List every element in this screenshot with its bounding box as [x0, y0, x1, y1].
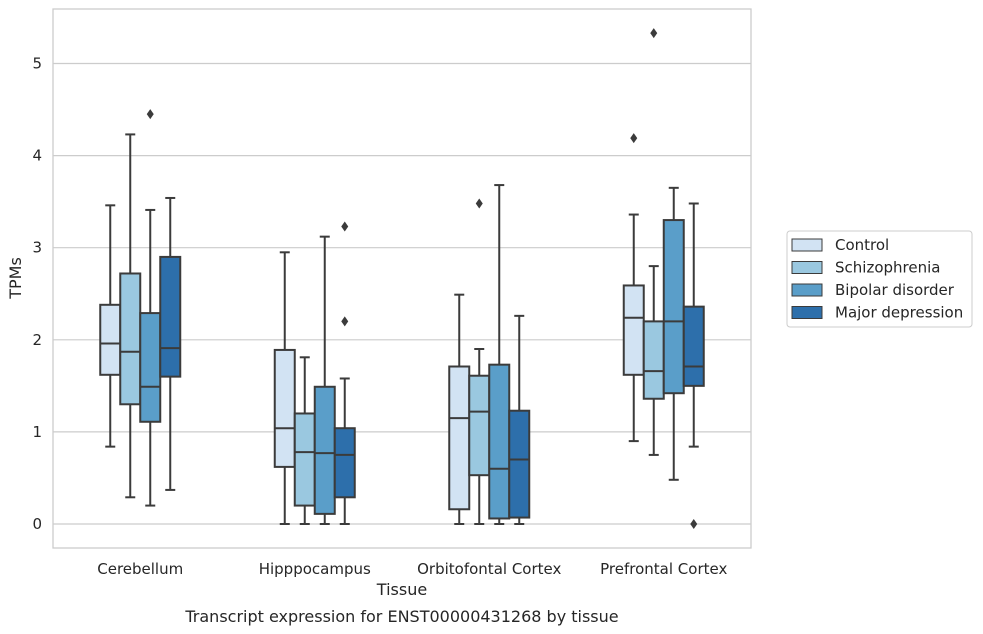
y-axis-label: TPMs: [6, 257, 25, 300]
y-tick-labels: 0 1 2 3 4 5: [32, 55, 42, 534]
x-tick-label: Cerebellum: [97, 560, 183, 578]
legend-label: Schizophrenia: [835, 259, 940, 277]
x-tick-labels: Cerebellum Hipppocampus Orbitofontal Corte…: [97, 560, 727, 578]
box-iqr: [508, 409, 531, 519]
box-control: [622, 133, 645, 443]
box-iqr: [333, 427, 356, 499]
box-iqr: [159, 255, 182, 378]
box-iqr: [293, 412, 316, 507]
outlier-point: [475, 198, 483, 209]
x-tick-label: Orbitofontal Cortex: [417, 560, 561, 578]
outlier-point: [341, 221, 349, 232]
box-control: [273, 251, 296, 525]
outlier-point: [690, 519, 698, 529]
legend-label: Major depression: [835, 304, 963, 322]
box-major-depression: [682, 202, 705, 529]
box-iqr: [662, 219, 685, 395]
outlier-point: [146, 109, 154, 120]
y-tick-label: 2: [32, 331, 42, 349]
x-axis-label: Tissue: [376, 580, 427, 599]
legend: Control Schizophrenia Bipolar disorder Majo…: [786, 230, 973, 328]
outlier-point: [630, 133, 638, 144]
outlier-point: [650, 28, 658, 39]
x-tick-label: Prefrontal Cortex: [600, 560, 727, 578]
legend-frame: [786, 230, 973, 328]
legend-swatch: [791, 283, 823, 297]
box-iqr: [682, 305, 705, 387]
box-major-depression: [159, 196, 182, 491]
box-bipolar-disorder: [313, 235, 336, 525]
y-tick-label: 3: [32, 239, 42, 257]
box-iqr: [313, 385, 336, 515]
x-tick-label: Hipppocampus: [259, 560, 371, 578]
legend-swatch: [791, 261, 823, 274]
y-tick-label: 0: [32, 515, 42, 533]
y-tick-label: 1: [32, 423, 42, 441]
legend-swatch: [791, 306, 823, 319]
box-control: [99, 204, 122, 448]
box-major-depression: [508, 314, 531, 525]
box-iqr: [488, 363, 511, 520]
box-schizophrenia: [293, 356, 316, 525]
plot-frame: [52, 8, 752, 549]
y-tick-label: 4: [32, 147, 42, 165]
box-major-depression: [333, 221, 356, 525]
legend-label: Bipolar disorder: [835, 281, 955, 299]
box-iqr: [99, 303, 122, 376]
box-iqr: [622, 284, 645, 376]
chart-caption: Transcript expression for ENST0000043126…: [184, 607, 618, 626]
box-iqr: [273, 348, 296, 468]
box-bipolar-disorder: [139, 109, 162, 507]
boxes: [99, 28, 705, 529]
outlier-point: [341, 316, 349, 327]
legend-label: Control: [835, 236, 889, 254]
gridlines: [53, 62, 751, 525]
box-iqr: [468, 374, 491, 477]
box-schizophrenia: [119, 133, 142, 499]
box-bipolar-disorder: [488, 184, 511, 525]
box-bipolar-disorder: [662, 186, 685, 481]
box-control: [448, 293, 471, 525]
box-schizophrenia: [642, 28, 665, 456]
box-iqr: [119, 272, 142, 406]
y-tick-label: 5: [32, 55, 42, 73]
box-iqr: [139, 312, 162, 423]
legend-swatch: [791, 238, 823, 252]
box-iqr: [642, 320, 665, 400]
box-iqr: [448, 365, 471, 511]
